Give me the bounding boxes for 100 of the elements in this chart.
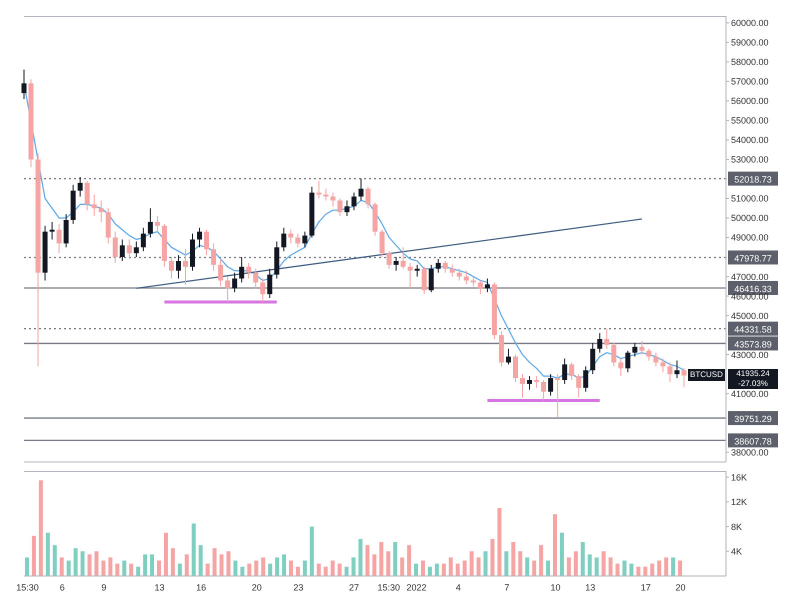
text: -27.03%: [737, 379, 769, 390]
bar: [560, 532, 564, 576]
y-tick-label: 51000.00: [731, 194, 769, 204]
x-tick-label: 27: [348, 582, 360, 592]
candlestick: [394, 256, 399, 272]
bar: [428, 566, 432, 576]
bar: [393, 542, 398, 576]
bar: [344, 566, 349, 576]
candlestick: [92, 194, 97, 217]
candlestick: [667, 362, 672, 382]
candlestick: [674, 360, 680, 379]
bar: [470, 551, 474, 576]
ref-line-label: 52018.73: [734, 174, 772, 185]
ref-line-label: 44331.58: [734, 324, 772, 335]
candlestick: [260, 278, 266, 302]
candlestick: [569, 362, 574, 381]
bar: [574, 551, 578, 576]
bar: [421, 560, 425, 576]
bar: [66, 560, 71, 576]
candlestick: [148, 208, 153, 238]
candlestick: [436, 258, 441, 274]
bar: [671, 557, 676, 576]
bar: [518, 551, 522, 576]
bar: [60, 557, 64, 576]
candlestick: [682, 368, 686, 388]
y-tick-label: 4K: [731, 546, 742, 556]
bar: [101, 560, 106, 576]
ref-line-label: 46416.33: [734, 284, 772, 294]
candlestick: [211, 242, 216, 272]
x-tick-label: 15:30: [16, 582, 39, 592]
candlestick: [604, 328, 610, 350]
bar: [588, 554, 592, 576]
candlestick: [358, 178, 364, 201]
bar: [240, 566, 244, 576]
bar: [74, 548, 78, 576]
bar: [553, 514, 557, 576]
y-tick-label: 43000.00: [731, 350, 769, 360]
candlestick: [548, 374, 554, 396]
bar: [324, 566, 328, 576]
bar: [289, 560, 293, 576]
candlestick: [400, 246, 406, 270]
bar: [226, 551, 230, 576]
bar: [206, 564, 210, 576]
bar: [490, 538, 494, 576]
x-tick-label: 6: [60, 582, 65, 592]
candlestick: [302, 231, 308, 248]
candlestick: [64, 214, 69, 248]
bar: [448, 557, 453, 576]
bar: [566, 557, 571, 576]
candlestick: [527, 376, 532, 390]
candlestick: [562, 358, 568, 384]
bar: [198, 545, 203, 576]
candlestick: [56, 223, 62, 254]
candlestick: [555, 374, 560, 418]
y-tick-label: 8K: [731, 522, 742, 532]
candlestick: [625, 350, 630, 373]
candlestick: [253, 268, 258, 289]
candlestick: [618, 358, 624, 377]
x-tick-label: 10: [550, 582, 560, 592]
bar: [164, 532, 168, 576]
candlestick: [639, 340, 644, 356]
bar: [532, 560, 536, 576]
bar: [192, 524, 196, 576]
bar: [302, 560, 307, 576]
bar: [602, 551, 606, 576]
bar: [122, 560, 126, 576]
bar: [386, 551, 390, 576]
bar: [657, 560, 662, 576]
bar: [636, 566, 640, 576]
candlestick: [176, 254, 181, 280]
bar: [525, 557, 530, 576]
bar: [310, 526, 314, 576]
candlestick: [408, 262, 413, 289]
candlestick: [316, 180, 322, 199]
x-tick-label: 13: [585, 582, 596, 592]
y-tick-label: 58000.00: [731, 57, 769, 68]
x-tick-label: 15:30: [377, 582, 400, 592]
candlestick: [134, 240, 139, 258]
bar: [539, 545, 544, 576]
bar: [157, 560, 161, 576]
bar: [46, 532, 50, 576]
bar: [275, 557, 280, 576]
bar: [212, 548, 217, 576]
bar: [338, 564, 342, 576]
y-tick-label: 60000.00: [731, 18, 769, 28]
bar: [143, 554, 148, 576]
candlestick: [386, 250, 392, 270]
candlestick: [112, 231, 118, 264]
bar: [414, 564, 418, 576]
candlestick: [204, 229, 210, 256]
candlestick: [660, 358, 666, 373]
candlestick: [632, 342, 638, 358]
x-tick-label: 20: [252, 582, 262, 592]
candlestick: [576, 374, 582, 398]
y-tick-label: 57000.00: [731, 76, 769, 87]
candlestick: [50, 221, 55, 240]
candlestick: [154, 216, 160, 232]
candlestick: [428, 264, 434, 293]
y-tick-label: 16K: [731, 472, 748, 482]
candlestick: [583, 366, 588, 392]
